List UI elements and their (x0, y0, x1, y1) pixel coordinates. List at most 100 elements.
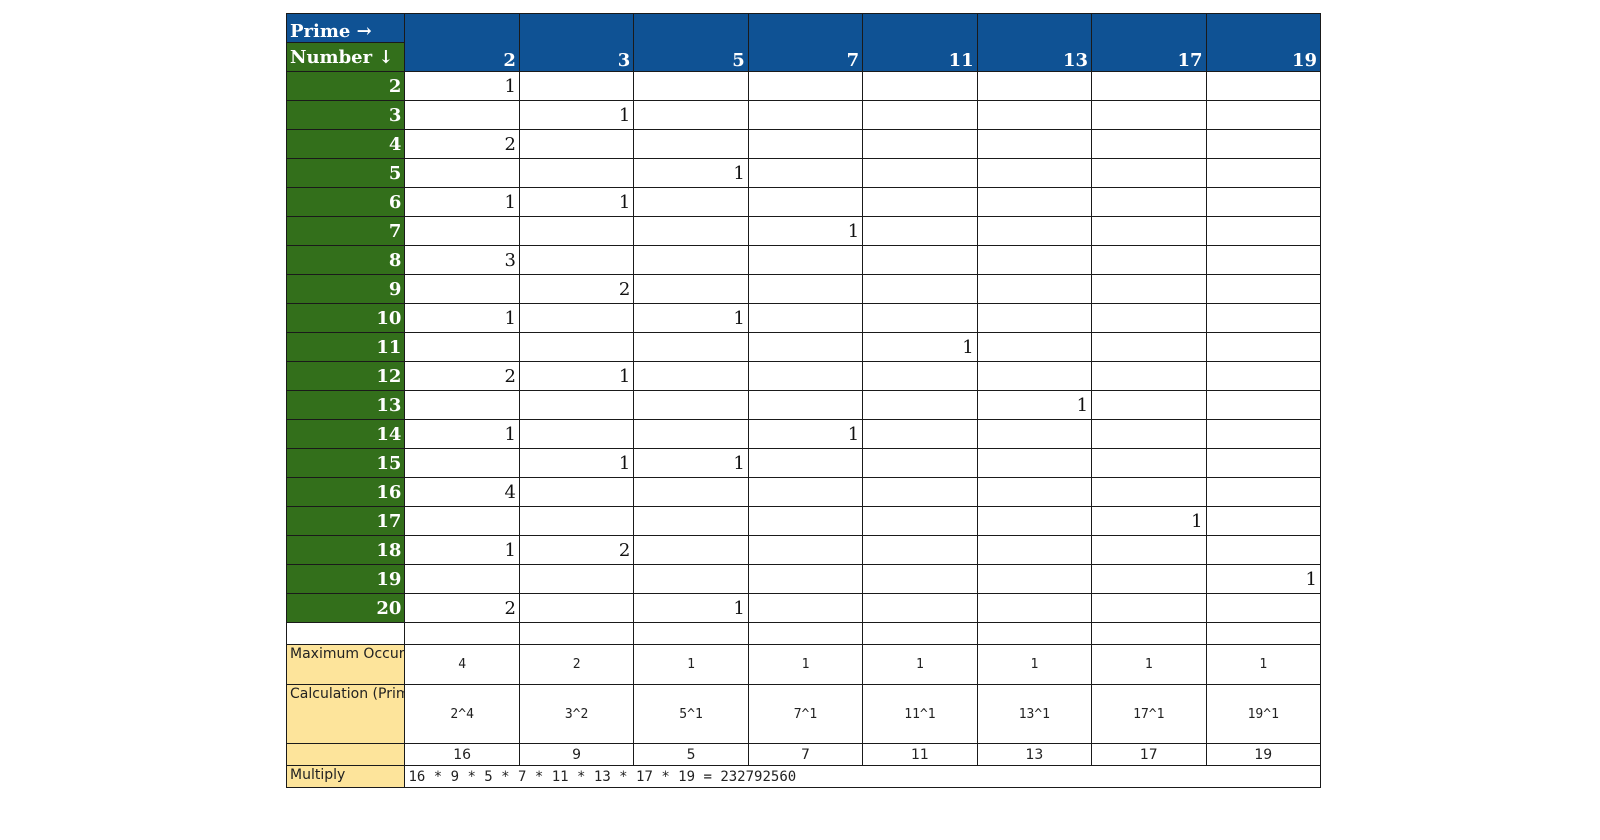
empty-cell (747, 622, 864, 645)
exponent-cell: 2 (404, 593, 520, 623)
exponent-cell: 4 (404, 477, 520, 507)
exponent-cell (976, 535, 1093, 565)
exponent-cell (747, 477, 864, 507)
empty-cell (862, 622, 978, 645)
number-label: 5 (285, 158, 406, 188)
multiply-result: 16 * 9 * 5 * 7 * 11 * 13 * 17 * 19 = 232… (404, 765, 1321, 788)
exponent-cell (862, 506, 978, 536)
exponent-cell: 1 (518, 448, 635, 478)
exponent-cell (1205, 477, 1322, 507)
exponent-cell (518, 332, 635, 362)
number-label: 9 (285, 274, 406, 304)
exponent-cell: 2 (518, 535, 635, 565)
max-occurance-row-value: 1 (633, 644, 749, 685)
exponent-cell: 1 (518, 100, 635, 130)
exponent-cell (1091, 477, 1207, 507)
exponent-cell (404, 390, 520, 420)
exponent-cell: 1 (633, 448, 749, 478)
exponent-cell (1205, 535, 1322, 565)
exponent-cell (518, 593, 635, 623)
exponent-cell: 1 (633, 593, 749, 623)
exponent-cell (404, 216, 520, 246)
empty-cell (1205, 622, 1322, 645)
max-occurance-row-value: 1 (747, 644, 864, 685)
exponent-cell (1091, 274, 1207, 304)
exponent-cell (1205, 158, 1322, 188)
calculation-row-value: 5^1 (633, 684, 749, 744)
exponent-cell (1205, 390, 1322, 420)
exponent-cell (1091, 564, 1207, 594)
calculation-row: Calculation (Prime ^ Max Occurance)2^43^… (285, 684, 1322, 744)
power-row-value: 17 (1091, 743, 1207, 766)
exponent-cell (862, 535, 978, 565)
power-row-label (285, 743, 406, 766)
exponent-cell: 2 (518, 274, 635, 304)
exponent-cell (976, 332, 1093, 362)
table-row: 11 1 (285, 332, 1322, 362)
exponent-cell (518, 158, 635, 188)
exponent-cell (1091, 419, 1207, 449)
power-row-value: 19 (1205, 743, 1322, 766)
exponent-cell (633, 477, 749, 507)
calculation-row-value: 17^1 (1091, 684, 1207, 744)
number-label: 7 (285, 216, 406, 246)
exponent-cell (633, 71, 749, 101)
max-occurance-row-value: 1 (1091, 644, 1207, 685)
exponent-cell (976, 564, 1093, 594)
exponent-cell (747, 245, 864, 275)
number-axis-label: Number ↓ (285, 42, 406, 72)
number-label: 8 (285, 245, 406, 275)
exponent-cell (633, 129, 749, 159)
number-label: 12 (285, 361, 406, 391)
exponent-cell (1091, 593, 1207, 623)
prime-header-2: 2 (404, 13, 520, 72)
number-label: 20 (285, 593, 406, 623)
exponent-cell (747, 158, 864, 188)
exponent-cell (633, 361, 749, 391)
exponent-cell: 1 (747, 216, 864, 246)
exponent-cell: 1 (1205, 564, 1322, 594)
exponent-cell (862, 303, 978, 333)
exponent-cell (518, 129, 635, 159)
exponent-cell (976, 448, 1093, 478)
number-label: 3 (285, 100, 406, 130)
exponent-cell (862, 274, 978, 304)
exponent-cell (1091, 100, 1207, 130)
exponent-cell (404, 506, 520, 536)
exponent-cell (404, 564, 520, 594)
exponent-cell (976, 100, 1093, 130)
calculation-row-value: 7^1 (747, 684, 864, 744)
prime-header-19: 19 (1205, 13, 1322, 72)
exponent-cell (1091, 448, 1207, 478)
exponent-cell (518, 564, 635, 594)
exponent-cell (1205, 71, 1322, 101)
number-label: 19 (285, 564, 406, 594)
number-label: 6 (285, 187, 406, 217)
max-occurance-row: Maximum Occurance42111111 (285, 644, 1322, 685)
exponent-cell (404, 332, 520, 362)
exponent-cell (862, 419, 978, 449)
number-label: 2 (285, 71, 406, 101)
exponent-cell (976, 71, 1093, 101)
exponent-cell (747, 448, 864, 478)
exponent-cell (1205, 274, 1322, 304)
exponent-cell (1091, 245, 1207, 275)
exponent-cell (633, 564, 749, 594)
exponent-cell: 1 (747, 419, 864, 449)
exponent-cell (1091, 332, 1207, 362)
table-row: 12 2 1 (285, 361, 1322, 391)
exponent-cell (518, 71, 635, 101)
exponent-cell (1091, 129, 1207, 159)
table-row: 19 1 (285, 564, 1322, 594)
exponent-cell (633, 506, 749, 536)
exponent-cell (633, 100, 749, 130)
number-label: 13 (285, 390, 406, 420)
exponent-cell (862, 100, 978, 130)
number-label: 10 (285, 303, 406, 333)
table-row: 20 2 1 (285, 593, 1322, 623)
power-row: 16 9 5 7 11 13 17 19 (285, 743, 1322, 766)
